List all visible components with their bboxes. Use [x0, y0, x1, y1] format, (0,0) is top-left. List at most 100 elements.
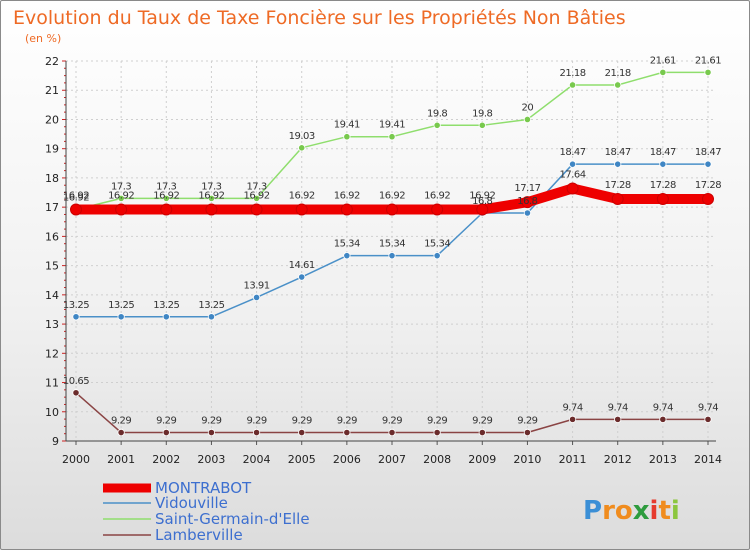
y-tick-label: 21: [45, 84, 59, 97]
proxiti-letter: r: [602, 496, 615, 526]
data-point-lamberville: [252, 428, 261, 437]
chart-title: Evolution du Taux de Taxe Foncière sur l…: [13, 7, 626, 29]
x-tick-label: 2010: [513, 453, 541, 466]
proxiti-letter: t: [658, 496, 670, 526]
data-point-vidouville: [523, 209, 532, 217]
data-point-saint-germain-d-elle: [388, 133, 396, 141]
data-point-vidouville: [207, 313, 216, 321]
data-point-lamberville: [433, 428, 441, 437]
data-point-montrabot: [205, 203, 218, 216]
x-tick-label: 2012: [604, 453, 632, 466]
data-point-montrabot: [656, 192, 669, 205]
data-point-lamberville: [343, 428, 351, 437]
data-label-saint-germain-d-elle: 20: [522, 102, 534, 113]
data-label-montrabot: 16.92: [379, 190, 405, 201]
legend-label-vidouville: Vidouville: [155, 494, 228, 512]
data-point-vidouville: [433, 252, 441, 260]
data-point-montrabot: [340, 203, 353, 216]
y-tick-label: 11: [45, 377, 59, 390]
data-label-montrabot: 17.64: [560, 169, 586, 180]
proxiti-letter: i: [671, 496, 680, 526]
data-label-vidouville: 13.91: [244, 280, 270, 291]
data-point-lamberville: [523, 428, 532, 437]
y-tick-label: 13: [45, 318, 59, 331]
data-point-saint-germain-d-elle: [298, 144, 306, 152]
legend-label-saint-germain-d-elle: Saint-Germain-d'Elle: [155, 510, 310, 528]
data-label-montrabot: 16.92: [198, 190, 224, 201]
proxiti-letter: o: [615, 496, 633, 526]
data-point-lamberville: [117, 428, 125, 437]
x-tick-label: 2014: [694, 453, 722, 466]
data-label-montrabot: 16.92: [469, 190, 495, 201]
data-label-lamberville: 9.29: [427, 416, 447, 427]
data-label-montrabot: 16.92: [244, 190, 270, 201]
y-tick-label: 10: [45, 406, 59, 419]
data-label-lamberville: 9.74: [608, 402, 628, 413]
data-label-montrabot: 17.28: [650, 180, 676, 191]
data-labels: 13.25 13.25 13.25 13.25 13.91 14.61 15.34 15.34…: [63, 55, 722, 427]
data-label-vidouville: 18.47: [650, 147, 676, 158]
data-point-saint-germain-d-elle: [704, 68, 712, 77]
data-label-saint-germain-d-elle: 19.41: [379, 120, 405, 131]
data-point-vidouville: [252, 293, 261, 302]
legend-label-montrabot: MONTRABOT: [155, 479, 252, 497]
data-label-saint-germain-d-elle: 21.18: [605, 68, 631, 79]
data-point-montrabot: [566, 182, 579, 195]
data-label-montrabot: 17.28: [695, 180, 721, 191]
data-label-vidouville: 13.25: [108, 300, 134, 311]
x-tick-label: 2008: [423, 453, 451, 466]
proxiti-letter: P: [583, 496, 602, 526]
grid: [66, 60, 716, 442]
data-label-lamberville: 9.29: [156, 416, 176, 427]
x-tick-label: 2006: [333, 453, 361, 466]
data-point-saint-germain-d-elle: [614, 81, 622, 89]
chart-subtitle: (en %): [25, 32, 61, 45]
data-point-montrabot: [250, 203, 263, 216]
y-tick-label: 9: [52, 435, 59, 448]
x-tick-label: 2001: [107, 453, 135, 466]
x-tick-label: 2003: [197, 453, 225, 466]
data-label-montrabot: 16.92: [108, 190, 134, 201]
data-point-lamberville: [614, 415, 622, 423]
data-label-lamberville: 9.29: [111, 416, 131, 427]
y-tick-label: 19: [45, 143, 59, 156]
data-point-montrabot: [702, 192, 714, 205]
y-tick-label: 15: [45, 260, 59, 273]
data-point-saint-germain-d-elle: [343, 133, 351, 141]
data-label-vidouville: 15.34: [424, 239, 450, 250]
data-label-montrabot: 16.92: [63, 190, 89, 201]
data-label-montrabot: 16.92: [334, 190, 360, 201]
data-label-saint-germain-d-elle: 21.61: [650, 55, 676, 66]
data-label-vidouville: 14.61: [289, 260, 315, 271]
data-label-lamberville: 9.74: [653, 402, 673, 413]
data-label-lamberville: 9.74: [698, 402, 718, 413]
data-point-lamberville: [478, 428, 486, 437]
data-point-vidouville: [388, 252, 396, 260]
data-point-saint-germain-d-elle: [478, 121, 486, 129]
data-label-saint-germain-d-elle: 17.3: [156, 181, 176, 192]
data-point-vidouville: [614, 160, 622, 168]
data-point-vidouville: [568, 160, 577, 168]
data-point-lamberville: [568, 415, 577, 423]
x-tick-label: 2002: [152, 453, 180, 466]
data-label-vidouville: 16.8: [517, 196, 537, 207]
data-point-vidouville: [343, 252, 351, 260]
data-label-lamberville: 9.29: [246, 416, 266, 427]
y-tick-label: 20: [45, 113, 59, 126]
data-label-lamberville: 9.29: [382, 416, 402, 427]
data-point-saint-germain-d-elle: [162, 194, 170, 202]
data-point-montrabot: [521, 196, 534, 209]
proxiti-wordmark: Proxiti: [583, 496, 680, 526]
data-label-montrabot: 17.17: [514, 183, 540, 194]
data-label-saint-germain-d-elle: 19.8: [427, 108, 447, 119]
data-label-lamberville: 9.74: [562, 402, 582, 413]
data-label-lamberville: 9.29: [472, 416, 492, 427]
data-point-saint-germain-d-elle: [523, 115, 532, 124]
data-point-lamberville: [162, 428, 170, 437]
data-point-saint-germain-d-elle: [117, 194, 125, 202]
data-label-lamberville: 9.29: [517, 416, 537, 427]
data-point-vidouville: [298, 273, 306, 281]
data-label-saint-germain-d-elle: 17.3: [246, 181, 266, 192]
data-label-saint-germain-d-elle: 19.8: [472, 108, 492, 119]
